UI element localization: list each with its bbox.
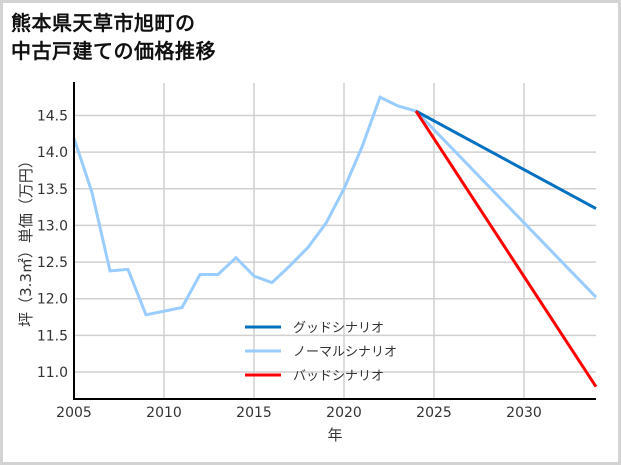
y-tick-label: 11.0 xyxy=(37,365,68,381)
y-tick-label: 12.0 xyxy=(37,292,68,308)
legend-label: バッドシナリオ xyxy=(293,369,384,384)
chart-title-line-1: 熊本県天草市旭町の xyxy=(11,11,196,35)
chart-title-line-2: 中古戸建ての価格推移 xyxy=(11,39,216,63)
x-tick-label: 2010 xyxy=(146,405,182,421)
x-tick-label: 2020 xyxy=(326,405,362,421)
x-tick-label: 2015 xyxy=(236,405,272,421)
series-line-1 xyxy=(72,95,598,317)
grid-lines xyxy=(74,83,596,399)
y-axis-label: 坪（3.3㎡）単価（万円） xyxy=(17,153,35,327)
y-tick-label: 12.5 xyxy=(37,255,68,271)
series-line-0 xyxy=(415,109,597,210)
x-tick-label: 2030 xyxy=(506,405,542,421)
y-tick-label: 13.0 xyxy=(37,218,68,234)
x-axis-ticks: 2005 2010 2015 2020 2025 2030 xyxy=(56,405,542,421)
x-tick-label: 2005 xyxy=(56,405,92,421)
legend-label: ノーマルシナリオ xyxy=(293,345,397,360)
y-tick-label: 14.5 xyxy=(37,109,68,125)
x-axis-label: 年 xyxy=(327,426,342,444)
y-axis-ticks: 11.0 11.5 12.0 12.5 13.0 13.5 14.0 14.5 xyxy=(37,109,68,382)
x-tick-label: 2025 xyxy=(416,405,452,421)
data-series xyxy=(72,95,598,388)
series-line-2 xyxy=(414,110,598,388)
axes xyxy=(73,82,596,400)
legend-label: グッドシナリオ xyxy=(293,321,384,336)
chart-title: 熊本県天草市旭町の 中古戸建ての価格推移 xyxy=(11,9,216,65)
y-tick-label: 11.5 xyxy=(37,328,68,344)
y-tick-label: 13.5 xyxy=(37,182,68,198)
y-tick-label: 14.0 xyxy=(37,145,68,161)
